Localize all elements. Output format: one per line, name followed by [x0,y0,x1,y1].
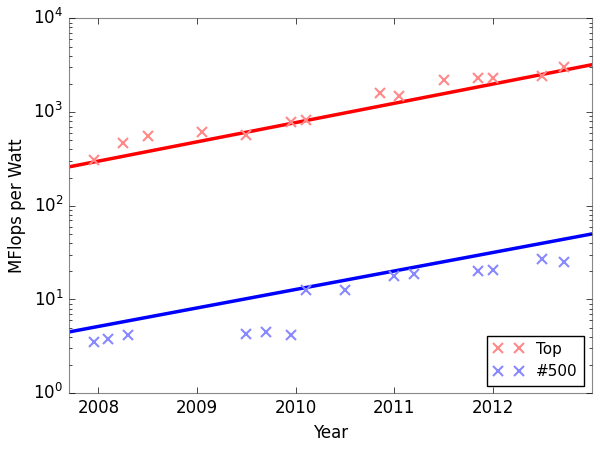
Top [199,129,206,134]
X-axis label: Year: Year [313,423,348,441]
#500 [263,329,270,335]
Top [243,132,250,138]
#500 [124,332,131,338]
Top [396,93,403,98]
Top [490,76,497,81]
#500 [90,339,97,345]
Top [144,134,151,139]
Top [440,77,447,83]
Top [119,140,127,145]
Top [302,117,309,123]
#500 [475,269,482,274]
#500 [105,336,112,342]
Top [287,119,295,124]
Top [376,90,383,96]
Top [539,74,546,79]
Top [475,76,482,81]
#500 [243,331,250,337]
#500 [539,256,546,262]
#500 [341,288,349,293]
Legend: Top, #500: Top, #500 [487,336,584,386]
#500 [391,273,398,278]
#500 [410,272,418,277]
Line: Top: Top [89,63,569,165]
Line: #500: #500 [89,254,569,347]
#500 [560,260,568,265]
Top [560,65,568,70]
#500 [302,288,309,293]
#500 [490,268,497,273]
Top [90,157,97,162]
Y-axis label: MFlops per Watt: MFlops per Watt [8,139,26,273]
#500 [287,332,295,338]
